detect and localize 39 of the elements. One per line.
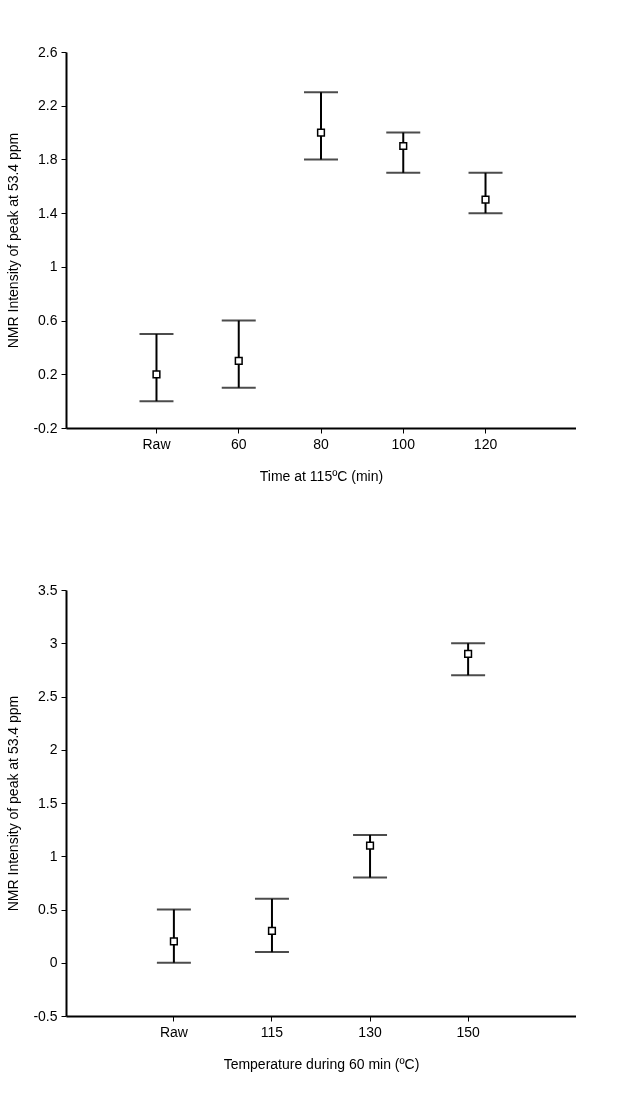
y-tick-label: 0.6	[38, 312, 58, 329]
y-tick-label: 3.5	[38, 581, 58, 598]
x-tick-label: 150	[456, 1023, 481, 1040]
y-tick-label: 0.5	[38, 901, 58, 917]
x-tick-label: 115	[260, 1023, 284, 1040]
x-tick-label: 120	[473, 435, 498, 452]
point	[152, 370, 161, 379]
y-axis-title: NMR Intensity of peak at 53.4 ppm	[5, 132, 22, 349]
y-tick-label: 2	[49, 741, 58, 758]
y-tick-label: 1.4	[38, 204, 58, 221]
x-axis-title: Time at 115ºC (min)	[259, 467, 384, 484]
y-tick-label: -0.5	[33, 1007, 58, 1024]
x-tick-label: 60	[230, 435, 247, 452]
x-tick-label: Raw	[142, 435, 172, 452]
y-tick-label: 1.5	[38, 794, 58, 811]
point	[481, 195, 490, 204]
y-tick-label: 1	[49, 847, 58, 864]
point	[365, 841, 375, 850]
point	[464, 649, 473, 658]
y-tick-label: 0.2	[38, 365, 58, 382]
point	[234, 356, 243, 365]
y-tick-label: 1.8	[38, 150, 58, 167]
x-axis-title: Temperature during 60 min (ºC)	[223, 1055, 420, 1072]
x-tick-label: 130	[358, 1023, 382, 1040]
y-tick-label: 1	[49, 258, 58, 275]
x-tick-label: 100	[391, 435, 416, 452]
x-tick-label: 80	[313, 435, 329, 452]
y-tick-label: 0	[49, 954, 58, 971]
y-tick-label: 2.5	[38, 688, 58, 704]
point	[399, 141, 408, 151]
y-axis-title: NMR Intensity of peak at 53.4 ppm	[5, 695, 22, 912]
y-tick-label: 2.6	[38, 43, 58, 60]
point	[267, 926, 277, 935]
point	[169, 937, 178, 946]
y-tick-label: -0.2	[33, 419, 58, 436]
x-tick-label: Raw	[159, 1023, 189, 1040]
point	[316, 128, 326, 137]
y-tick-label: 3	[49, 634, 58, 651]
y-tick-label: 2.2	[38, 97, 58, 114]
